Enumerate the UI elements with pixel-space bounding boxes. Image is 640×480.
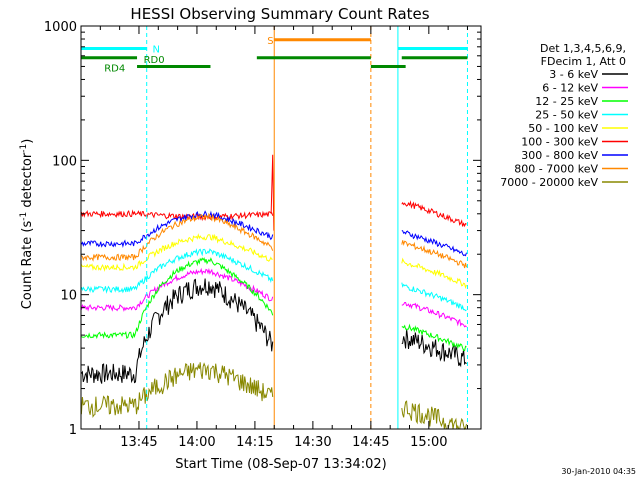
legend-label-4: 50 - 100 keV (528, 122, 598, 135)
x-tick-label-4: 14:45 (352, 435, 389, 450)
y-axis-label-mid: detector (20, 152, 35, 212)
series-line-6-seg-1 (401, 230, 467, 257)
y-axis-label-sup2: -1 (19, 144, 29, 153)
series-line-2-seg-1 (401, 323, 467, 352)
x-tick-label-5: 15:00 (410, 435, 447, 450)
series-line-1-seg-0 (80, 267, 274, 312)
y-tick-label-3: 1000 (44, 20, 77, 35)
series-line-7-seg-1 (401, 240, 467, 269)
legend-label-8: 7000 - 20000 keV (500, 176, 598, 189)
x-axis-label: Start Time (08-Sep-07 13:34:02) (175, 457, 386, 472)
y-axis-label: Count Rate (s-1 detector-1) (19, 139, 35, 310)
status-label-rd4: RD4 (104, 63, 125, 74)
legend: Det 1,3,4,5,6,9, FDecim 1, Att 0 3 - 6 k… (500, 42, 628, 189)
plot-border (80, 25, 482, 430)
spike-line (270, 154, 275, 231)
y-tick-label-2: 100 (52, 154, 77, 169)
x-tick-label-2: 14:15 (236, 435, 273, 450)
series-line-8-seg-1 (401, 400, 467, 430)
series-line-4-seg-1 (401, 257, 467, 290)
legend-label-7: 800 - 7000 keV (514, 163, 598, 176)
legend-label-3: 25 - 50 keV (535, 109, 598, 122)
y-axis-label-end: ) (20, 139, 35, 144)
legend-header-line-1: Det 1,3,4,5,6,9, (540, 42, 626, 55)
legend-label-0: 3 - 6 keV (549, 68, 598, 81)
plot-frame (80, 25, 482, 430)
series-line-3-seg-1 (401, 282, 467, 312)
y-axis-label-sup1: -1 (19, 212, 29, 221)
status-label-rd0: RD0 (144, 55, 165, 66)
chart-title: HESSI Observing Summary Count Rates (130, 5, 429, 23)
series-line-0-seg-1 (401, 328, 467, 368)
y-tick-label-0: 1 (69, 423, 77, 438)
series-line-1-seg-1 (401, 302, 467, 328)
legend-label-1: 6 - 12 keV (542, 82, 598, 95)
series-line-7-seg-0 (81, 212, 274, 262)
x-tick-label-0: 13:45 (120, 435, 157, 450)
legend-label-2: 12 - 25 keV (535, 95, 598, 108)
series-line-6-seg-0 (80, 210, 274, 249)
legend-label-5: 100 - 300 keV (521, 136, 598, 149)
y-tick-label-1: 10 (60, 289, 77, 304)
series-line-5-seg-0 (80, 209, 274, 222)
footer-date: 30-Jan-2010 04:35 (561, 467, 636, 476)
x-axis-ticks: 13:45 14:00 14:15 14:30 14:45 15:00 (99, 26, 468, 450)
x-tick-label-1: 14:00 (178, 435, 215, 450)
x-tick-label-3: 14:30 (294, 435, 331, 450)
series-line-2-seg-0 (81, 257, 274, 340)
legend-header-line-2: FDecim 1, Att 0 (541, 55, 626, 68)
series-line-8-seg-0 (80, 362, 274, 419)
status-label-s: S (267, 36, 273, 47)
y-axis-ticks: 1 10 100 1000 (44, 20, 481, 438)
series-line-0-seg-0 (80, 278, 274, 384)
status-label-n: N (152, 44, 159, 55)
series-line-5-seg-1 (401, 200, 467, 228)
legend-label-6: 300 - 800 keV (521, 149, 598, 162)
series-line-3-seg-0 (80, 248, 274, 294)
y-axis-label-main: Count Rate (s (20, 221, 35, 310)
series-line-4-seg-0 (80, 233, 273, 272)
